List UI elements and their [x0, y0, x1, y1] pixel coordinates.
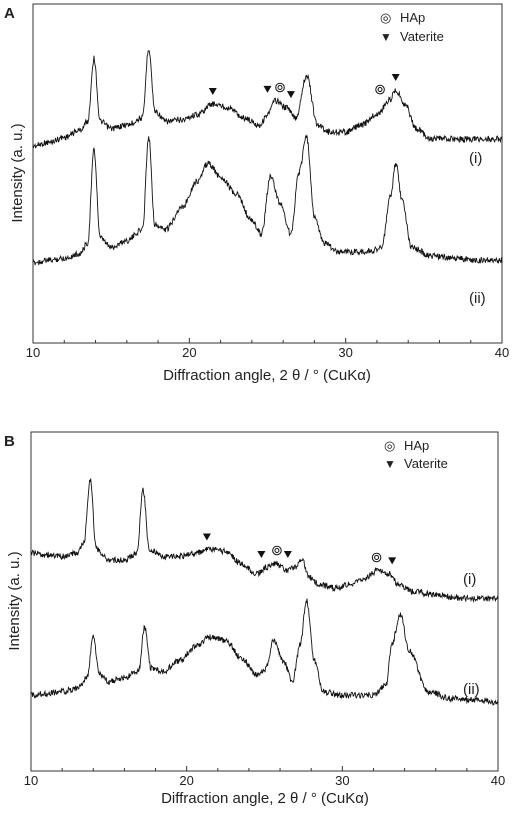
hap-peak-marker — [371, 552, 382, 563]
panel-b-legend-hap-label: HAp — [404, 438, 429, 453]
hap-peak-marker — [375, 84, 385, 95]
panel-b-legend-hap-symbol: ◎ — [384, 438, 395, 453]
vaterite-peak-marker — [257, 551, 266, 558]
vaterite-peak-marker — [263, 85, 272, 93]
panel-b: B 10 20 30 40 ◎ HAp ▼ Vaterite (i) (ii) Int… — [4, 431, 505, 807]
panel-a-legend-vaterite-label: Vaterite — [400, 29, 444, 44]
vaterite-peak-marker — [208, 88, 217, 95]
panel-b-peak-markers — [202, 533, 397, 565]
panel-b-y-axis-label: Intensity (a. u.) — [6, 551, 23, 650]
panel-b-series-ii-label: (ii) — [463, 681, 480, 698]
x-tick-label: 20 — [182, 345, 196, 360]
series-line-ii — [32, 134, 503, 266]
panel-b-legend-vaterite-symbol: ▼ — [384, 457, 396, 471]
panel-a-legend: ◎ HAp ▼ Vaterite — [380, 10, 444, 44]
panel-a-series-ii-label: (ii) — [469, 290, 486, 307]
hap-peak-marker-inner — [274, 548, 280, 553]
panel-a-legend-vaterite-symbol: ▼ — [380, 30, 392, 44]
panel-b-plot-frame — [30, 431, 499, 772]
vaterite-peak-marker — [283, 551, 292, 558]
hap-peak-marker-inner — [374, 555, 380, 560]
x-tick-label: 10 — [26, 345, 40, 360]
x-tick-label: 40 — [491, 773, 505, 788]
panel-a-letter: A — [4, 5, 15, 22]
hap-peak-marker-inner — [377, 87, 383, 93]
panel-a-x-axis-label: Diffraction angle, 2 θ / ° (CuKα) — [163, 367, 371, 384]
panel-a-peak-markers — [208, 74, 400, 99]
panel-b-legend: ◎ HAp ▼ Vaterite — [384, 438, 448, 471]
panel-b-series-i-label: (i) — [463, 571, 476, 588]
panel-a-legend-hap-symbol: ◎ — [380, 10, 391, 25]
panel-b-x-axis-label: Diffraction angle, 2 θ / ° (CuKα) — [161, 790, 369, 807]
x-tick-label: 40 — [495, 345, 509, 360]
panel-b-series — [30, 478, 499, 706]
panel-b-x-ticks: 10 20 30 40 — [24, 766, 505, 788]
vaterite-peak-marker — [202, 533, 211, 541]
x-tick-label: 30 — [338, 345, 352, 360]
panel-b-legend-vaterite-label: Vaterite — [404, 456, 448, 471]
x-tick-label: 20 — [179, 773, 193, 788]
hap-peak-marker — [275, 82, 285, 93]
x-tick-label: 10 — [24, 773, 38, 788]
x-tick-label: 30 — [335, 773, 349, 788]
vaterite-peak-marker — [391, 74, 400, 81]
panel-a: A 10 20 30 40 ◎ HAp ▼ Vaterite (i) (ii) Int… — [4, 3, 509, 384]
panel-a-plot-frame — [32, 3, 503, 344]
series-line-ii — [30, 598, 499, 706]
panel-b-letter: B — [4, 433, 15, 450]
panel-a-series-i-label: (i) — [469, 150, 482, 167]
panel-a-legend-hap-label: HAp — [400, 10, 425, 25]
hap-peak-marker-inner — [277, 85, 283, 90]
series-line-i — [30, 478, 499, 604]
panel-a-x-ticks: 10 20 30 40 — [26, 338, 509, 360]
panel-a-series — [32, 50, 503, 266]
series-line-i — [32, 50, 503, 149]
hap-peak-marker — [272, 545, 282, 556]
vaterite-peak-marker — [388, 557, 397, 565]
panel-a-y-axis-label: Intensity (a. u.) — [9, 123, 26, 222]
vaterite-peak-marker — [286, 91, 295, 99]
